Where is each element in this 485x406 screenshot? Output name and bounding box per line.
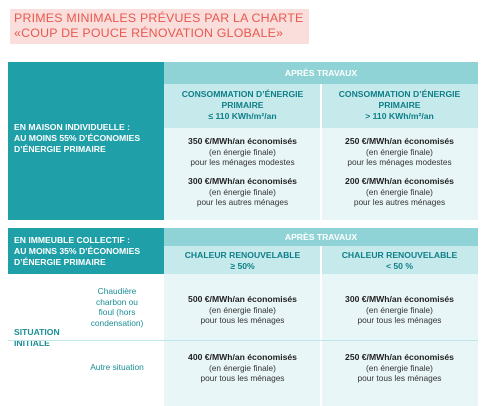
after-works-header — [164, 62, 478, 84]
column-divider — [320, 84, 322, 128]
row-label-cell — [8, 62, 164, 220]
sub-label-autre: Autre situation — [90, 362, 144, 372]
page-title: PRIMES MINIMALES PRÉVUES PAR LA CHARTE «… — [10, 9, 310, 44]
sub-label-chaudiere: Chaudière charbon ou fioul (hors condens… — [90, 286, 144, 328]
value-cell-other-low: 300 €/MWh/an économisés (en énergie fina… — [188, 176, 297, 207]
col-header-right — [321, 84, 478, 128]
title-line-1: PRIMES MINIMALES PRÉVUES PAR LA CHARTE — [14, 11, 304, 25]
value-cell-chaudiere-low: 300 €/MWh/an économisés (en énergie fina… — [345, 294, 454, 325]
after-works-label: APRÈS TRAVAUX — [284, 68, 358, 78]
row-divider — [8, 340, 478, 341]
col-header-right-text: CONSOMMATION D’ÉNERGIE PRIMAIRE > 110 KW… — [338, 89, 461, 121]
title-line-2: «COUP DE POUCE RÉNOVATION GLOBALE» — [14, 26, 284, 40]
row-label-immeuble: EN IMMEUBLE COLLECTIF : AU MOINS 35% D’É… — [14, 235, 141, 267]
value-cell-chaudiere-high: 500 €/MWh/an économisés (en énergie fina… — [188, 294, 297, 325]
after-works-header — [164, 228, 478, 246]
value-cell-modest-high: 250 €/MWh/an économisés (en énergie fina… — [345, 136, 454, 167]
col-header-right-text: CHALEUR RENOUVELABLE < 50 % — [341, 250, 458, 271]
col-header-left-text: CHALEUR RENOUVELABLE ≥ 50% — [184, 250, 301, 271]
column-divider — [320, 128, 322, 220]
after-works-label: APRÈS TRAVAUX — [284, 232, 358, 242]
row-label-cell — [8, 228, 164, 274]
value-cell-autre-low: 250 €/MWh/an économisés (en énergie fina… — [345, 352, 454, 383]
row-label-maison: EN MAISON INDIVIDUELLE : AU MOINS 55% D’… — [14, 122, 141, 154]
value-cell-autre-high: 400 €/MWh/an économisés (en énergie fina… — [188, 352, 297, 383]
value-cell-other-high: 200 €/MWh/an économisés (en énergie fina… — [345, 176, 454, 207]
col-header-left-text: CONSOMMATION D’ÉNERGIE PRIMAIRE ≤ 110 KW… — [181, 89, 304, 121]
col-header-right — [321, 246, 478, 274]
value-cell-modest-low: 350 €/MWh/an économisés (en énergie fina… — [188, 136, 297, 167]
situation-label: SITUATION INITIALE — [14, 327, 60, 348]
col-header-left — [164, 84, 321, 128]
col-header-left — [164, 246, 321, 274]
column-divider — [320, 246, 322, 274]
